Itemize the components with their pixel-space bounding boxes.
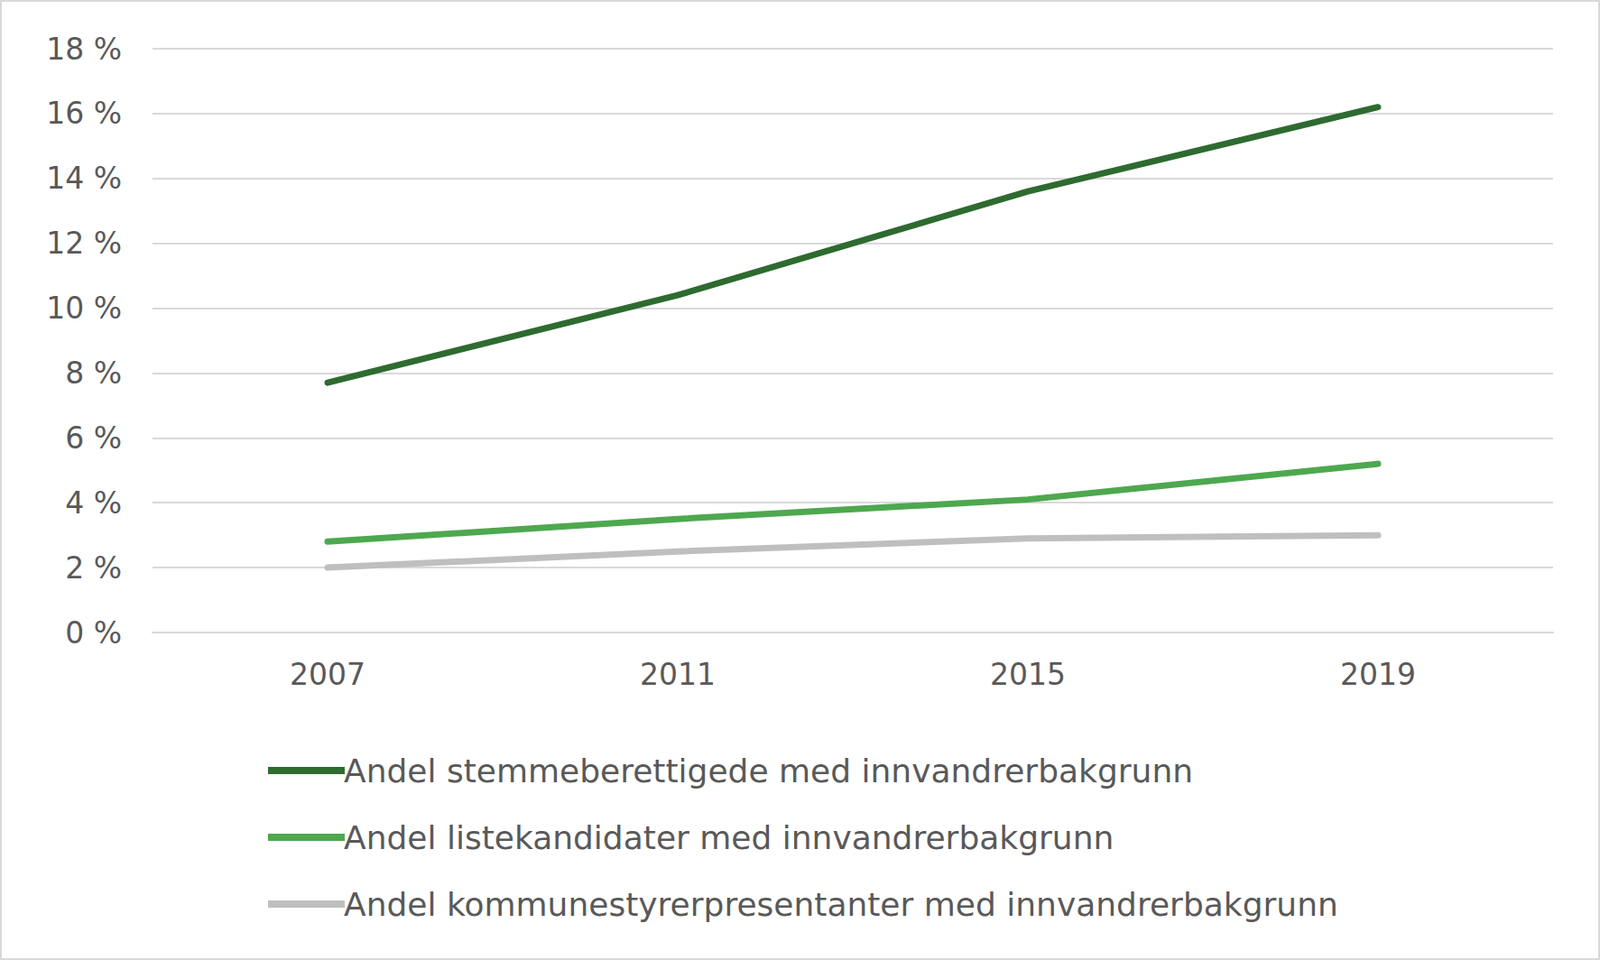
svg-text:12 %: 12 % (46, 225, 122, 261)
svg-text:16 %: 16 % (46, 95, 122, 131)
svg-text:2015: 2015 (989, 656, 1066, 693)
svg-text:0 %: 0 % (64, 615, 122, 651)
svg-text:2 %: 2 % (64, 550, 122, 586)
svg-text:2007: 2007 (289, 656, 366, 693)
svg-text:Andel listekandidater med innv: Andel listekandidater med innvandrerbakg… (343, 819, 1114, 857)
svg-text:14 %: 14 % (46, 160, 122, 196)
svg-text:Andel kommunestyrerpresentante: Andel kommunestyrerpresentanter med innv… (343, 886, 1339, 924)
svg-text:2019: 2019 (1340, 656, 1416, 693)
svg-text:18 %: 18 % (46, 31, 122, 67)
svg-text:2011: 2011 (639, 656, 716, 693)
svg-text:6 %: 6 % (64, 420, 122, 456)
svg-text:Andel stemmeberettigede med in: Andel stemmeberettigede med innvandrerba… (343, 752, 1194, 790)
svg-text:10 %: 10 % (46, 290, 122, 326)
svg-text:8 %: 8 % (64, 355, 122, 391)
svg-text:4 %: 4 % (64, 485, 122, 521)
